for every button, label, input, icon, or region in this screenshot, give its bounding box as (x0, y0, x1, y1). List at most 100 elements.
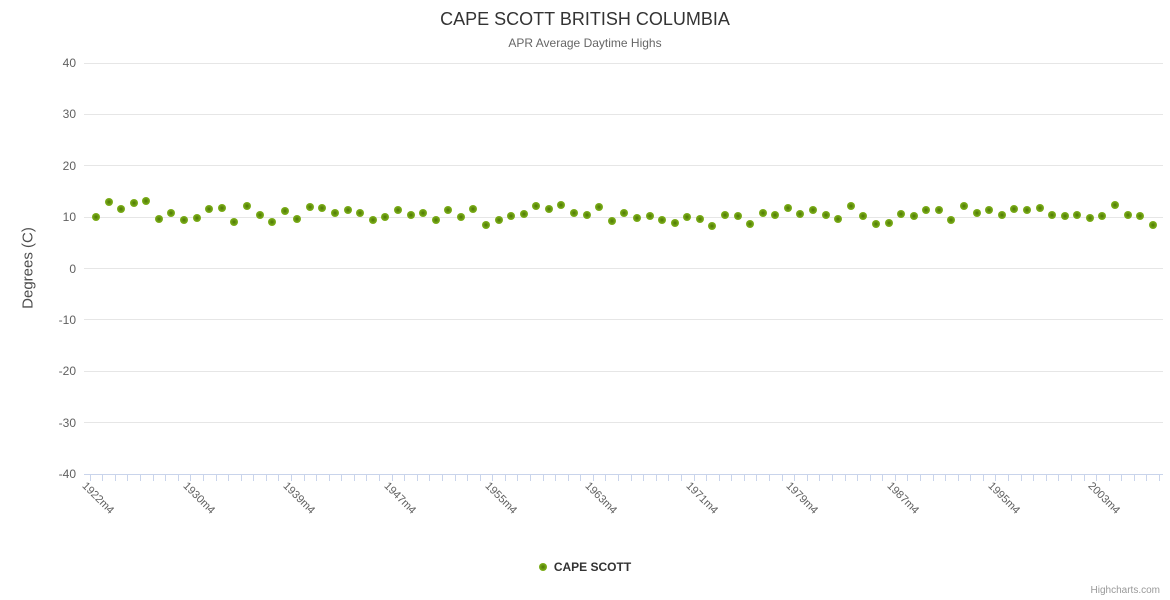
data-point[interactable] (1035, 204, 1044, 213)
data-point[interactable] (595, 203, 604, 212)
data-point[interactable] (582, 211, 591, 220)
data-point[interactable] (934, 206, 943, 215)
data-point[interactable] (695, 214, 704, 223)
data-point[interactable] (255, 210, 264, 219)
chart-subtitle: APR Average Daytime Highs (508, 36, 662, 50)
data-point[interactable] (217, 204, 226, 213)
data-point[interactable] (1022, 206, 1031, 215)
x-axis-tick-label: 1963m4 (582, 480, 620, 517)
data-point[interactable] (859, 211, 868, 220)
data-point[interactable] (997, 210, 1006, 219)
data-point[interactable] (884, 218, 893, 227)
data-point[interactable] (343, 206, 352, 215)
data-point[interactable] (658, 216, 667, 225)
x-axis-tick (1045, 475, 1047, 481)
data-point[interactable] (871, 219, 880, 228)
data-point[interactable] (947, 216, 956, 225)
data-point[interactable] (167, 208, 176, 217)
data-point[interactable] (733, 211, 742, 220)
data-point[interactable] (909, 211, 918, 220)
data-point[interactable] (758, 208, 767, 217)
data-point[interactable] (519, 209, 528, 218)
data-point[interactable] (230, 217, 239, 226)
x-axis-tick (341, 475, 343, 481)
data-point[interactable] (1060, 211, 1069, 220)
data-point[interactable] (1123, 211, 1132, 220)
x-axis-tick (567, 475, 569, 481)
data-point[interactable] (1110, 201, 1119, 210)
data-point[interactable] (570, 208, 579, 217)
data-point[interactable] (922, 206, 931, 215)
data-point[interactable] (293, 214, 302, 223)
data-point[interactable] (796, 209, 805, 218)
data-point[interactable] (721, 210, 729, 219)
data-point[interactable] (670, 218, 679, 227)
x-axis-tick (680, 475, 682, 481)
data-point[interactable] (92, 213, 100, 222)
data-point[interactable] (268, 217, 277, 226)
data-point[interactable] (960, 202, 969, 211)
data-point[interactable] (783, 204, 792, 213)
data-point[interactable] (834, 215, 843, 224)
data-point[interactable] (557, 200, 566, 209)
data-point[interactable] (368, 216, 377, 225)
data-point[interactable] (1073, 210, 1082, 219)
data-point[interactable] (444, 206, 453, 215)
data-point[interactable] (1010, 205, 1019, 214)
data-point[interactable] (607, 217, 616, 226)
data-point[interactable] (507, 211, 516, 220)
data-point[interactable] (821, 210, 830, 219)
data-point[interactable] (544, 204, 553, 213)
x-axis-tick (668, 475, 670, 481)
data-point[interactable] (406, 210, 415, 219)
x-axis-tick-label: 1979m4 (783, 480, 821, 517)
legend-item-cape-scott[interactable]: CAPE SCOTT (0, 560, 1170, 574)
data-point[interactable] (1085, 213, 1094, 222)
data-point[interactable] (1098, 212, 1107, 221)
data-point[interactable] (393, 206, 402, 215)
data-point[interactable] (280, 207, 289, 216)
data-point[interactable] (1148, 221, 1157, 230)
data-point[interactable] (620, 208, 629, 217)
data-point[interactable] (1136, 212, 1145, 221)
data-point[interactable] (683, 212, 692, 221)
data-point[interactable] (331, 209, 340, 217)
data-point[interactable] (419, 208, 428, 217)
data-point[interactable] (129, 198, 138, 207)
data-point[interactable] (242, 202, 251, 211)
data-point[interactable] (356, 208, 365, 217)
data-point[interactable] (972, 208, 981, 217)
x-axis-tick-label: 1995m4 (985, 480, 1022, 517)
data-point[interactable] (305, 203, 314, 212)
data-point[interactable] (431, 216, 440, 225)
data-point[interactable] (318, 203, 327, 212)
data-point[interactable] (117, 205, 126, 214)
data-point[interactable] (456, 212, 465, 221)
x-axis-tick (1020, 475, 1022, 481)
data-point[interactable] (746, 219, 755, 228)
data-point[interactable] (192, 214, 201, 223)
data-point[interactable] (771, 211, 780, 220)
data-point[interactable] (897, 209, 906, 218)
data-point[interactable] (632, 213, 641, 222)
data-point[interactable] (809, 206, 818, 215)
data-point[interactable] (985, 206, 994, 215)
data-point[interactable] (708, 221, 717, 230)
data-point[interactable] (1048, 210, 1057, 219)
data-point[interactable] (846, 202, 855, 211)
data-point[interactable] (205, 205, 214, 214)
highcharts-credit-link[interactable]: Highcharts.com (1090, 585, 1160, 596)
data-point[interactable] (469, 205, 478, 214)
data-point[interactable] (494, 216, 503, 225)
data-point[interactable] (481, 221, 490, 230)
data-point[interactable] (104, 197, 113, 206)
data-point[interactable] (142, 197, 151, 206)
x-axis-tick-label: 1971m4 (683, 480, 720, 517)
data-point[interactable] (645, 211, 654, 220)
data-point[interactable] (154, 214, 163, 223)
data-point[interactable] (381, 212, 390, 221)
data-point[interactable] (180, 216, 189, 225)
x-axis-tick (316, 475, 318, 481)
y-axis-tick-label: -40 (58, 467, 76, 481)
data-point[interactable] (532, 202, 541, 211)
